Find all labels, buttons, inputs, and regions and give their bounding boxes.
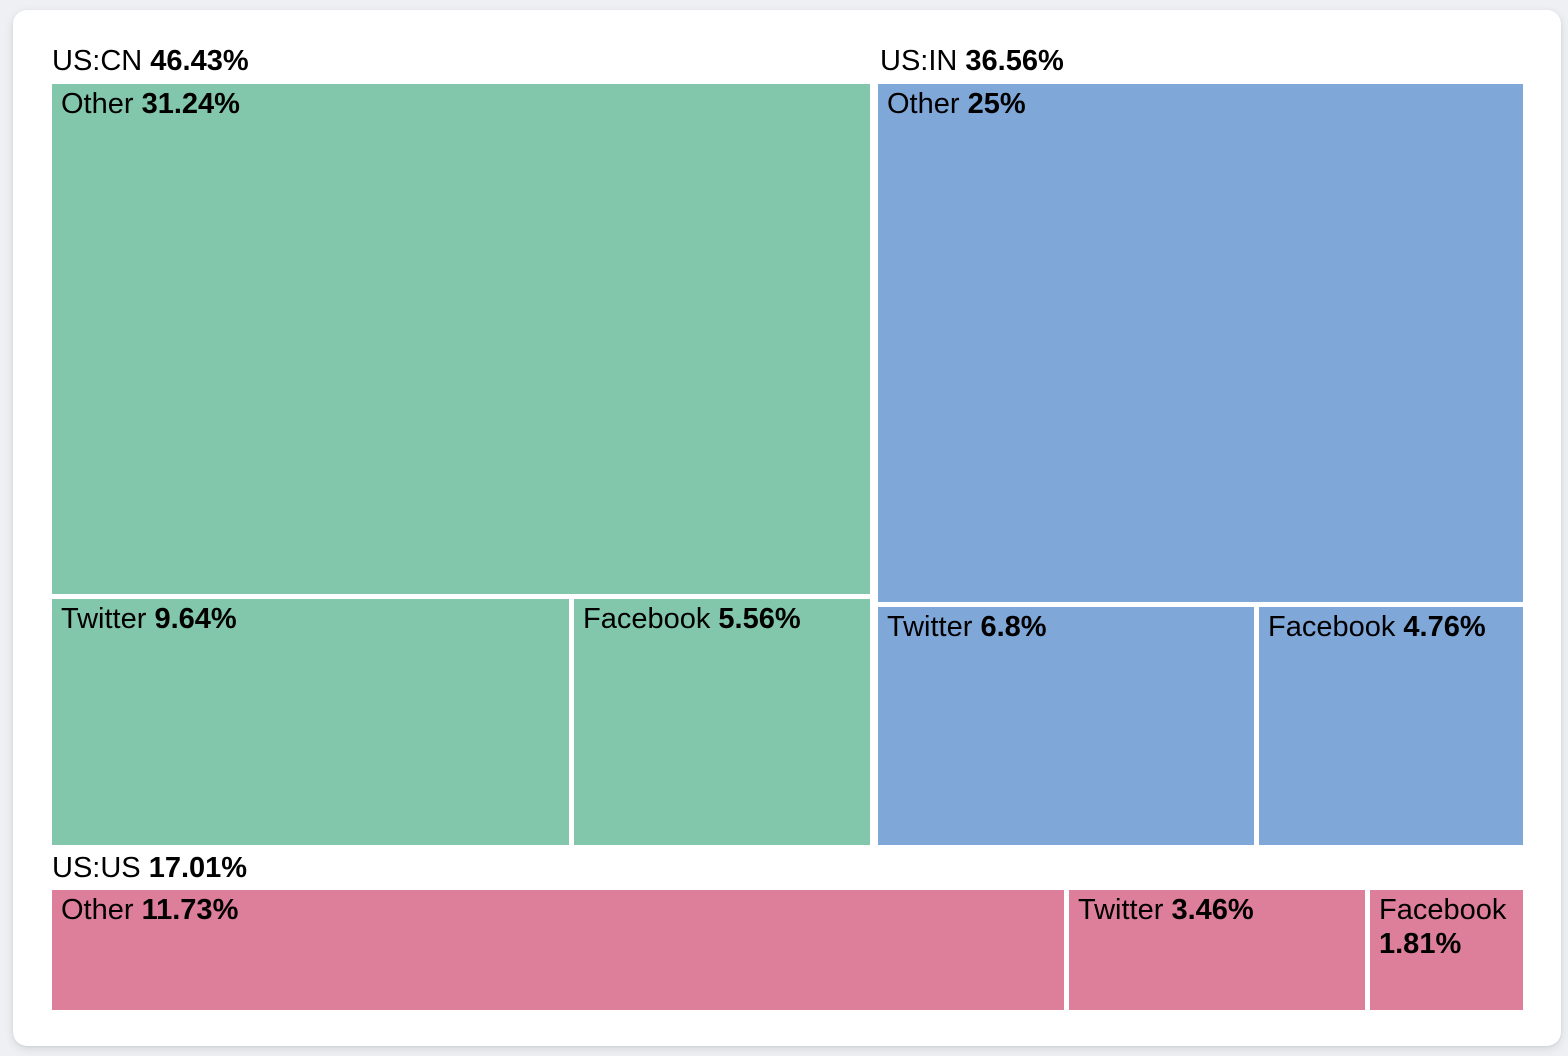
cell-label: Other bbox=[61, 88, 134, 120]
cell-label: Twitter bbox=[887, 611, 973, 643]
cell-value: 9.64% bbox=[154, 603, 237, 635]
cell-value: 31.24% bbox=[141, 88, 240, 120]
group-header-us-us: US:US 17.01% bbox=[52, 851, 247, 886]
cell-value: 1.81% bbox=[1379, 928, 1462, 961]
treemap-cell-us-us-facebook[interactable]: Facebook 1.81% bbox=[1370, 890, 1523, 1010]
treemap-cell-us-in-facebook[interactable]: Facebook 4.76% bbox=[1259, 607, 1523, 845]
cell-value: 4.76% bbox=[1403, 611, 1486, 643]
cell-label: Facebook bbox=[1268, 611, 1396, 643]
group-value: 17.01% bbox=[148, 852, 248, 884]
cell-value: 3.46% bbox=[1171, 894, 1254, 926]
cell-label: Facebook bbox=[1379, 894, 1507, 926]
group-header-us-cn: US:CN 46.43% bbox=[52, 44, 249, 79]
treemap-cell-us-cn-twitter[interactable]: Twitter 9.64% bbox=[52, 599, 569, 845]
treemap-cell-us-us-other[interactable]: Other 11.73% bbox=[52, 890, 1064, 1010]
group-label: US:CN bbox=[52, 45, 143, 77]
treemap-cell-us-us-twitter[interactable]: Twitter 3.46% bbox=[1069, 890, 1365, 1010]
cell-label: Facebook bbox=[583, 603, 711, 635]
cell-label: Twitter bbox=[61, 603, 147, 635]
cell-value: 6.8% bbox=[980, 611, 1047, 643]
cell-label: Other bbox=[887, 88, 960, 120]
cell-value: 25% bbox=[967, 88, 1026, 120]
group-label: US:US bbox=[52, 852, 141, 884]
cell-label: Other bbox=[61, 894, 134, 926]
group-label: US:IN bbox=[880, 45, 958, 77]
group-value: 36.56% bbox=[965, 45, 1064, 77]
treemap-cell-us-in-other[interactable]: Other 25% bbox=[878, 84, 1523, 602]
treemap-cell-us-cn-facebook[interactable]: Facebook 5.56% bbox=[574, 599, 870, 845]
cell-value: 5.56% bbox=[718, 603, 801, 635]
cell-value: 11.73% bbox=[141, 894, 239, 926]
cell-label: Twitter bbox=[1078, 894, 1164, 926]
group-header-us-in: US:IN 36.56% bbox=[880, 44, 1064, 79]
treemap-cell-us-in-twitter[interactable]: Twitter 6.8% bbox=[878, 607, 1254, 845]
group-value: 46.43% bbox=[150, 45, 249, 77]
treemap-cell-us-cn-other[interactable]: Other 31.24% bbox=[52, 84, 870, 594]
